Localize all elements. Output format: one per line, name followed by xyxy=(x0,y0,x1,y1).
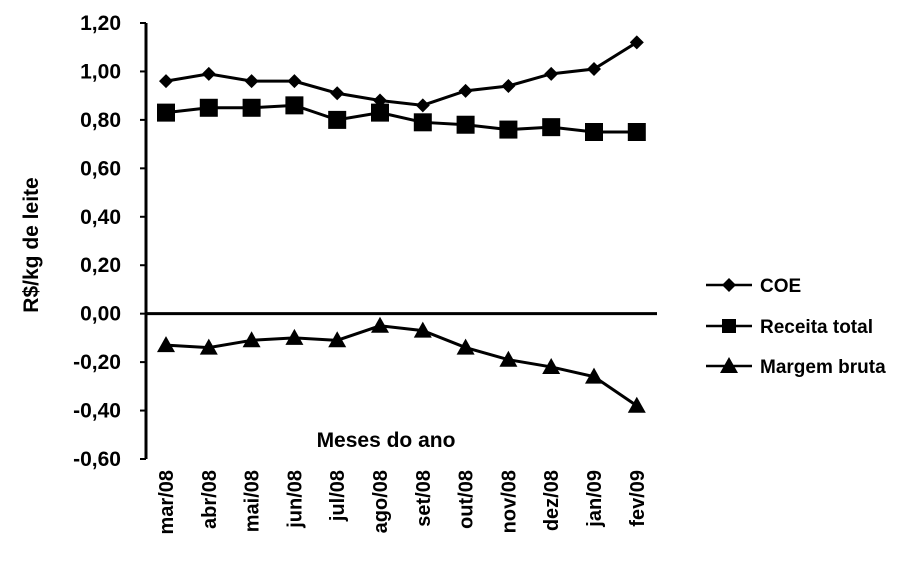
data-point-coe xyxy=(544,66,559,81)
data-point-coe xyxy=(287,74,302,89)
legend-item-margem-bruta: Margem bruta xyxy=(706,357,886,378)
y-tick-label: -0,20 xyxy=(73,351,121,374)
legend: COE Receita total Margem bruta xyxy=(706,276,886,378)
data-point-coe xyxy=(330,86,345,101)
y-tick-label: 0,60 xyxy=(80,157,121,180)
data-point-receita-total xyxy=(542,118,561,137)
series-line-margem-bruta xyxy=(165,324,638,407)
legend-item-receita-total: Receita total xyxy=(706,317,873,338)
data-point-margem-bruta xyxy=(542,357,561,374)
y-axis-title: R$/kg de leite xyxy=(20,177,43,312)
data-point-coe xyxy=(244,74,259,89)
x-tick-label: out/08 xyxy=(456,470,478,529)
data-point-coe xyxy=(458,83,473,98)
data-point-receita-total xyxy=(456,115,475,134)
y-tick-label: -0,60 xyxy=(73,448,121,471)
x-tick-label: mar/08 xyxy=(156,470,178,535)
series-line-receita-total xyxy=(165,103,637,134)
legend-label: Margem bruta xyxy=(760,357,886,378)
x-tick-label: mai/08 xyxy=(242,470,264,532)
data-point-coe xyxy=(501,78,516,93)
x-axis: mar/08 abr/08 mai/08 jun/08 jul/08 ago/08 set/… xyxy=(146,312,657,535)
legend-label: Receita total xyxy=(760,317,873,338)
y-tick-label: 1,00 xyxy=(80,60,121,83)
y-tick-label: 0,00 xyxy=(80,303,121,326)
x-tick-label: jan/09 xyxy=(584,470,606,528)
y-tick-label: 0,80 xyxy=(80,109,121,132)
data-point-margem-bruta xyxy=(371,316,389,333)
y-axis: 1,20 1,00 0,80 0,60 0,40 0,20 0,00 -0,20 -0,40 -0… xyxy=(73,12,148,471)
data-point-margem-bruta xyxy=(499,350,518,367)
data-point-coe xyxy=(629,35,644,50)
data-point-margem-bruta xyxy=(627,396,646,413)
x-tick-label: ago/08 xyxy=(370,470,392,533)
data-point-margem-bruta xyxy=(413,321,432,338)
data-point-margem-bruta xyxy=(285,328,304,345)
data-point-receita-total xyxy=(627,123,646,141)
legend-item-coe: COE xyxy=(706,276,801,297)
data-point-receita-total xyxy=(285,96,304,115)
data-point-margem-bruta xyxy=(157,336,175,353)
y-tick-label: -0,40 xyxy=(73,400,121,423)
data-point-margem-bruta xyxy=(242,331,261,348)
data-point-margem-bruta xyxy=(585,367,603,384)
x-tick-label: set/08 xyxy=(413,470,435,527)
data-point-margem-bruta xyxy=(199,338,218,355)
legend-marker-coe xyxy=(722,278,736,292)
data-point-coe xyxy=(415,98,430,113)
y-tick-label: 0,40 xyxy=(80,206,121,229)
x-tick-label: dez/08 xyxy=(541,470,563,531)
x-tick-label: nov/08 xyxy=(498,470,520,533)
series-margem-bruta xyxy=(157,316,646,413)
data-point-receita-total xyxy=(371,103,389,122)
series-plot-area xyxy=(157,35,646,413)
data-point-receita-total xyxy=(199,98,218,117)
legend-marker-margem-bruta xyxy=(720,357,738,373)
y-tick-label: 1,20 xyxy=(80,12,121,35)
data-point-receita-total xyxy=(499,120,518,139)
data-point-coe xyxy=(201,66,216,81)
data-point-receita-total xyxy=(242,98,261,117)
data-point-receita-total xyxy=(585,123,603,141)
data-point-margem-bruta xyxy=(456,338,475,355)
data-point-coe xyxy=(587,62,601,77)
data-point-receita-total xyxy=(413,113,432,132)
x-tick-label: abr/08 xyxy=(199,470,221,529)
legend-label: COE xyxy=(760,276,801,297)
legend-marker-receita-total xyxy=(722,319,736,333)
x-tick-label: jun/08 xyxy=(284,470,306,529)
series-coe xyxy=(159,35,644,113)
series-receita-total xyxy=(157,96,646,141)
data-point-receita-total xyxy=(328,110,347,129)
x-axis-title: Meses do ano xyxy=(317,429,456,452)
data-point-coe xyxy=(159,74,173,89)
y-tick-label: 0,20 xyxy=(80,254,121,277)
data-point-receita-total xyxy=(157,103,175,122)
series-line-coe xyxy=(165,41,638,107)
data-point-margem-bruta xyxy=(328,331,347,348)
x-tick-label: fev/09 xyxy=(627,470,649,527)
x-tick-label: jul/08 xyxy=(327,470,349,522)
